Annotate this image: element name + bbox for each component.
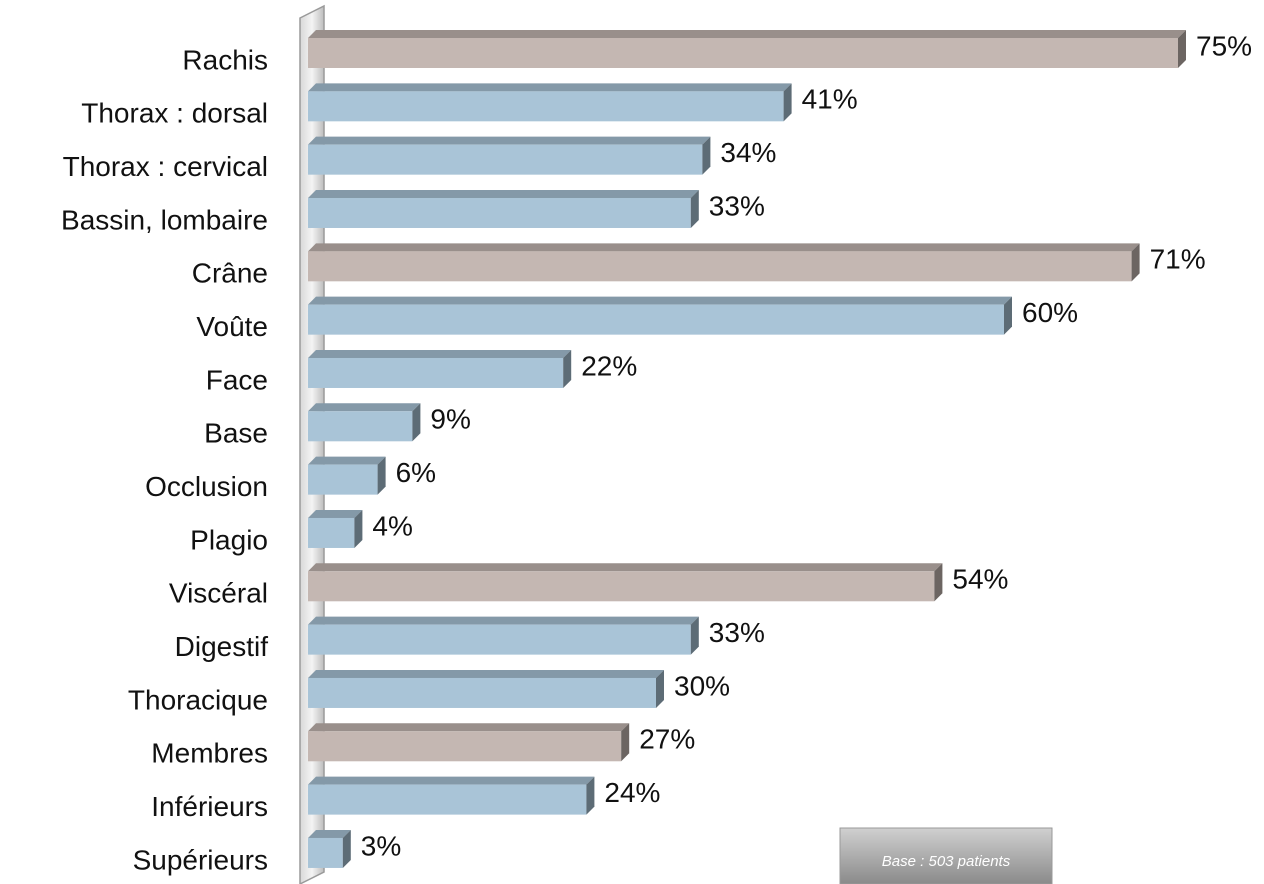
value-label: 3% <box>361 830 401 861</box>
bar <box>308 251 1132 282</box>
value-label: 71% <box>1150 244 1206 275</box>
value-label: 22% <box>581 350 637 381</box>
bar-top <box>308 829 351 838</box>
category-label: Base <box>204 418 268 449</box>
note-box: Base : 503 patients <box>839 827 1053 884</box>
bar-top <box>308 189 699 198</box>
bar-side <box>690 616 699 655</box>
bar-top <box>308 509 363 518</box>
bar-side <box>934 563 943 602</box>
bar-top <box>308 403 421 412</box>
bar-side <box>586 776 595 815</box>
category-label: Occlusion <box>145 471 268 502</box>
value-label: 6% <box>396 457 436 488</box>
bar <box>308 357 564 388</box>
bar <box>308 571 935 602</box>
value-label: 33% <box>709 190 765 221</box>
category-label: Bassin, lombaire <box>61 204 268 235</box>
bar-side <box>656 669 664 708</box>
bar-side <box>377 456 386 495</box>
bar-top <box>308 83 792 92</box>
category-label: Thorax : dorsal <box>81 98 268 129</box>
value-label: 4% <box>372 510 412 541</box>
bar <box>308 464 378 495</box>
bar <box>308 677 656 708</box>
bar-side <box>1178 30 1186 68</box>
bar-top <box>308 563 943 572</box>
bar-side <box>783 83 792 122</box>
bar-top <box>308 30 1186 38</box>
bar-top <box>308 723 630 732</box>
category-label: Face <box>206 364 268 395</box>
bar-side <box>412 403 421 442</box>
bar <box>308 731 622 762</box>
category-label: Supérieurs <box>133 844 268 875</box>
bar-side <box>342 829 351 868</box>
value-label: 33% <box>709 617 765 648</box>
bar-top <box>308 669 664 678</box>
bar-top <box>308 243 1140 252</box>
bar-side <box>354 509 363 548</box>
category-label: Thoracique <box>128 684 268 715</box>
category-label: Thorax : cervical <box>63 151 268 182</box>
category-label: Viscéral <box>169 578 268 609</box>
bar-side <box>702 136 711 175</box>
bar-top <box>308 136 711 145</box>
bar <box>308 304 1004 335</box>
bar <box>308 517 355 548</box>
annotation: Base : 503 patients <box>882 853 1011 870</box>
bar <box>308 411 413 442</box>
bar-side <box>690 189 699 228</box>
bar-side <box>563 349 572 388</box>
category-label: Plagio <box>190 524 268 555</box>
value-label: 60% <box>1022 297 1078 328</box>
note-background <box>839 827 1053 884</box>
value-label: 30% <box>674 670 730 701</box>
category-label: Digestif <box>175 631 269 662</box>
value-label: 34% <box>720 137 776 168</box>
bar-top <box>308 296 1012 305</box>
category-label: Voûte <box>196 311 268 342</box>
category-label: Membres <box>151 738 268 769</box>
value-label: 9% <box>430 404 470 435</box>
bar-top <box>308 349 572 358</box>
bar <box>308 38 1178 68</box>
bar-side <box>621 723 630 762</box>
category-label: Inférieurs <box>151 791 268 822</box>
bar <box>308 144 703 175</box>
value-label: 54% <box>952 564 1008 595</box>
bar-side <box>1131 243 1140 282</box>
value-label: 41% <box>802 84 858 115</box>
value-label: 24% <box>604 777 660 808</box>
bar-top <box>308 616 699 625</box>
bar-top <box>308 456 386 465</box>
value-label: 27% <box>639 724 695 755</box>
bar <box>308 91 784 122</box>
category-label: Rachis <box>182 44 268 75</box>
value-label: 75% <box>1196 30 1252 61</box>
bars: Rachis 75% Thorax : dorsal 41% Thorax : cerv… <box>61 30 1252 875</box>
bar-top <box>308 776 595 785</box>
category-label: Crâne <box>192 258 268 289</box>
bar-side <box>1004 296 1012 335</box>
bar <box>308 837 343 868</box>
bar <box>308 784 587 815</box>
bar <box>308 197 691 228</box>
bar <box>308 624 691 655</box>
